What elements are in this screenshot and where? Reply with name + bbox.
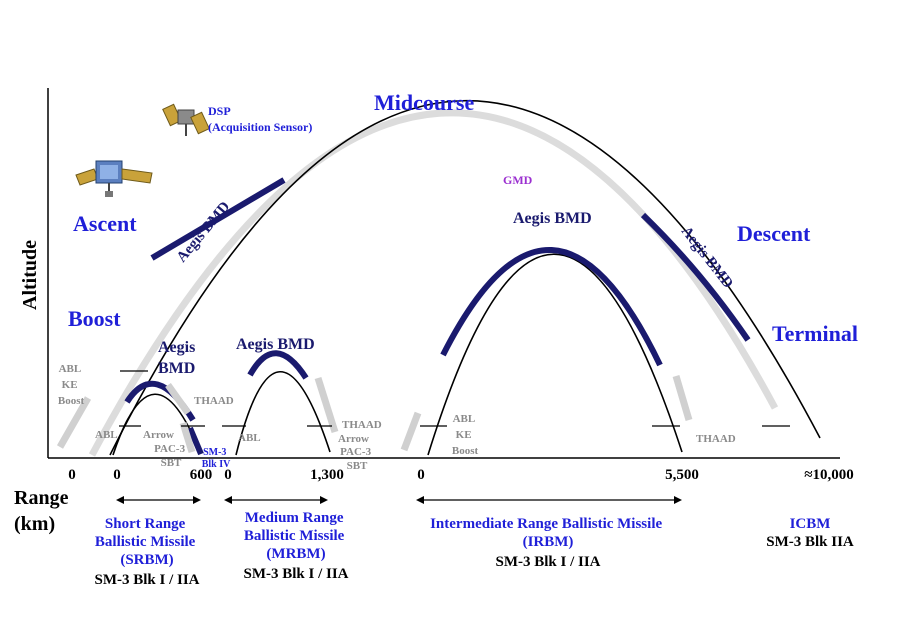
srbm-lower-arc: [187, 426, 204, 456]
thaad-label-2: THAAD: [342, 419, 382, 431]
icbm-interceptor: SM-3 Blk IIA: [766, 534, 854, 550]
satellite-icon: [75, 160, 153, 197]
range-tick-label: 0: [417, 467, 425, 483]
y-axis-label: Altitude: [19, 240, 41, 310]
phase-terminal: Terminal: [772, 321, 858, 346]
range-tick-label: ≈10,000: [804, 467, 853, 483]
icbm-name: ICBM: [790, 516, 831, 532]
mrbm-aegis-arc: [247, 350, 309, 380]
range-tick-label: 0: [113, 467, 121, 483]
aegis-srbm-label-2: BMD: [158, 360, 195, 377]
sensor-label-line1: DSP: [208, 104, 231, 118]
abl-label-1: ABL: [95, 429, 118, 441]
phase-descent: Descent: [737, 221, 811, 246]
mrbm-grey-bar: [314, 376, 339, 434]
srbm-name: Short Range Ballistic Missile (SRBM): [95, 516, 199, 568]
mrbm-interceptor: SM-3 Blk I / IIA: [243, 566, 348, 582]
double-arrow-icon: [116, 496, 201, 504]
phase-ascent: Ascent: [73, 211, 137, 236]
mrbm-name: Medium Range Ballistic Missile (MRBM): [244, 510, 348, 562]
arrow-label-2: Arrow: [338, 433, 369, 445]
arrow-label-1: Arrow: [143, 429, 174, 441]
irbm-name: Intermediate Range Ballistic Missile (IR…: [430, 516, 666, 550]
irbm-interceptor: SM-3 Blk I / IIA: [495, 554, 600, 570]
icbm-grey-trajectory: [88, 109, 779, 457]
phase-boost: Boost: [68, 306, 121, 331]
aegis-mrbm-label: Aegis BMD: [236, 336, 315, 353]
srbm-grey-bar-low: [179, 421, 196, 454]
thaad-label-3: THAAD: [696, 433, 736, 445]
aegis-ascent-arc: [150, 177, 286, 261]
irbm-grey-bar-right: [672, 375, 693, 421]
double-arrow-icon: [416, 496, 682, 504]
sm3-blk4-label: SM-3 Blk IV: [202, 447, 231, 470]
pac3-sbt-label-2: PAC-3 SBT: [340, 446, 374, 472]
range-label: Range: [14, 487, 69, 509]
mrbm-trajectory: [235, 371, 331, 456]
irbm-aegis-arc: [440, 247, 663, 367]
sensor-label-line2: (Acquisition Sensor): [208, 120, 312, 134]
gmd-label: GMD: [503, 173, 533, 187]
thaad-label-1: THAAD: [194, 395, 234, 407]
phase-midcourse: Midcourse: [374, 90, 474, 115]
range-tick-label: 0: [224, 467, 232, 483]
range-tick-label: 5,500: [665, 467, 699, 483]
srbm-grey-bar-right: [165, 382, 191, 416]
aegis-descent-arc: [640, 212, 751, 342]
range-tick-label: 600: [190, 467, 213, 483]
satellite-icon: [162, 103, 210, 136]
icbm-trajectory: [109, 99, 821, 456]
double-arrow-icon: [224, 496, 328, 504]
range-tick-label: 0: [68, 467, 76, 483]
aegis-irbm-label: Aegis BMD: [513, 210, 592, 227]
irbm-trajectory: [427, 253, 683, 456]
abl-label-2: ABL: [238, 432, 261, 444]
irbm-grey-bar-left: [400, 411, 422, 452]
pac3-sbt-label-1: PAC-3 SBT: [154, 443, 188, 469]
srbm-trajectory: [112, 393, 201, 456]
srbm-grey-bar-left: [56, 396, 92, 449]
aegis-srbm-label-1: Aegis: [158, 339, 195, 356]
abl-ke-boost-label-1: ABL KE Boost: [58, 363, 85, 407]
abl-ke-boost-label-2: ABL KE Boost: [452, 413, 479, 457]
range-tick-label: 1,300: [310, 467, 344, 483]
range-unit-label: (km): [14, 513, 55, 535]
srbm-interceptor: SM-3 Blk I / IIA: [94, 572, 199, 588]
